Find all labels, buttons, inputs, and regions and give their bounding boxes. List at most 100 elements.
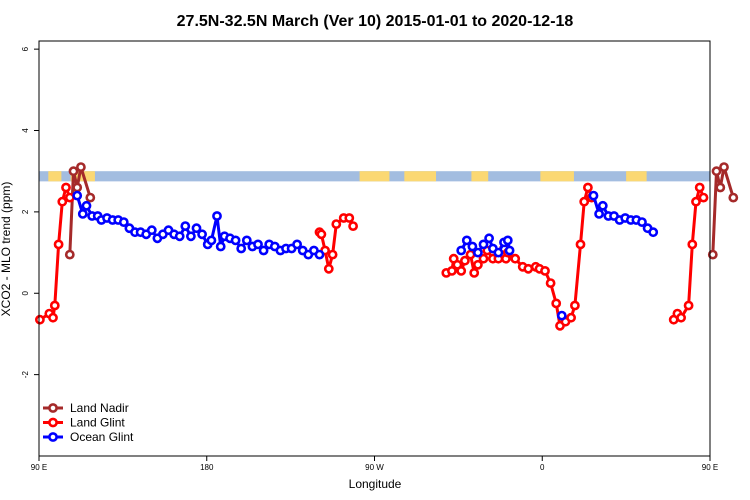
data-point: [575, 239, 586, 250]
x-axis: 90 E 180 90 W 0 90 E: [31, 456, 718, 472]
data-point: [53, 239, 64, 250]
data-point: [719, 162, 729, 172]
data-point: [687, 239, 698, 250]
data-point: [68, 166, 79, 177]
data-point: [48, 312, 58, 323]
data-point: [545, 278, 556, 288]
x-tick-label: 90 E: [702, 463, 718, 472]
data-point: [502, 235, 513, 246]
legend-label: Ocean Glint: [70, 430, 134, 444]
data-point: [698, 192, 709, 203]
y-tick-label: -2: [21, 371, 30, 379]
data-point: [510, 253, 521, 264]
data-point: [472, 259, 483, 270]
data-point: [683, 300, 694, 311]
data-point: [292, 239, 302, 250]
data-point: [583, 182, 593, 193]
data-point: [504, 245, 515, 256]
data-point: [35, 314, 45, 325]
data-point: [469, 267, 480, 278]
legend-item: Land Nadir: [43, 401, 129, 415]
data-point: [64, 249, 75, 260]
data-point: [707, 249, 718, 260]
series-layer: [35, 162, 739, 331]
y-tick-label: 6: [21, 46, 30, 51]
data-point: [64, 192, 75, 203]
data-point: [728, 192, 739, 203]
data-point: [174, 231, 185, 242]
series-line: [711, 165, 735, 255]
x-tick-label: 90 W: [365, 463, 384, 472]
data-point: [185, 231, 196, 242]
data-point: [472, 247, 483, 258]
data-point: [648, 227, 659, 238]
data-point: [465, 249, 476, 260]
data-point: [72, 190, 83, 201]
data-point: [467, 241, 478, 252]
data-point: [478, 253, 489, 264]
land-band-segment: [48, 171, 62, 182]
chart-title: 27.5N-32.5N March (Ver 10) 2015-01-01 to…: [177, 13, 574, 30]
data-point: [456, 265, 467, 276]
data-point: [180, 221, 191, 231]
data-point: [316, 229, 327, 240]
data-point: [72, 182, 83, 193]
data-point: [566, 312, 576, 323]
data-point: [49, 300, 60, 311]
data-point: [597, 200, 608, 211]
data-point: [57, 196, 68, 207]
data-point: [691, 196, 701, 207]
y-tick-label: 0: [21, 290, 30, 295]
data-point: [579, 196, 590, 207]
y-tick-label: 2: [21, 209, 30, 214]
legend-label: Land Glint: [70, 416, 125, 430]
legend-swatch-marker: [48, 417, 58, 428]
x-tick-label: 0: [540, 463, 545, 472]
data-point: [711, 166, 722, 177]
data-point: [694, 182, 705, 193]
legend-label: Land Nadir: [70, 401, 129, 415]
series-land-nadir: [64, 162, 739, 260]
data-point: [191, 223, 202, 234]
legend-item: Land Glint: [43, 416, 125, 430]
data-point: [551, 298, 562, 309]
land-band-segment: [626, 171, 647, 182]
data-point: [327, 249, 338, 260]
data-point: [637, 217, 647, 227]
land-band-segment: [471, 171, 489, 182]
data-point: [236, 243, 247, 254]
series-ocean-glint: [72, 190, 659, 321]
surface-band: [39, 171, 710, 182]
legend-swatch-marker: [48, 432, 58, 442]
data-point: [241, 235, 252, 246]
data-point: [253, 239, 263, 250]
legend-item: Ocean Glint: [43, 430, 134, 444]
data-point: [348, 221, 358, 231]
y-axis-label: XCO2 - MLO trend (ppm): [0, 182, 13, 317]
land-band-segment: [540, 171, 574, 182]
data-point: [446, 265, 457, 276]
data-point: [493, 247, 504, 258]
data-point: [77, 208, 88, 219]
data-point: [676, 312, 686, 323]
data-point: [484, 233, 494, 244]
data-point: [81, 200, 92, 211]
data-point: [323, 263, 334, 274]
data-point: [314, 249, 325, 260]
data-point: [206, 235, 217, 246]
x-tick-label: 90 E: [31, 463, 47, 472]
data-point: [523, 263, 534, 274]
data-point: [76, 162, 86, 172]
data-point: [215, 241, 226, 252]
data-point: [478, 239, 489, 250]
data-point: [258, 245, 269, 256]
data-point: [85, 192, 96, 203]
data-point: [61, 182, 71, 193]
data-point: [461, 235, 472, 246]
data-point: [456, 245, 467, 256]
x-tick-label: 180: [200, 463, 214, 472]
data-point: [344, 213, 355, 223]
data-point: [331, 219, 342, 229]
